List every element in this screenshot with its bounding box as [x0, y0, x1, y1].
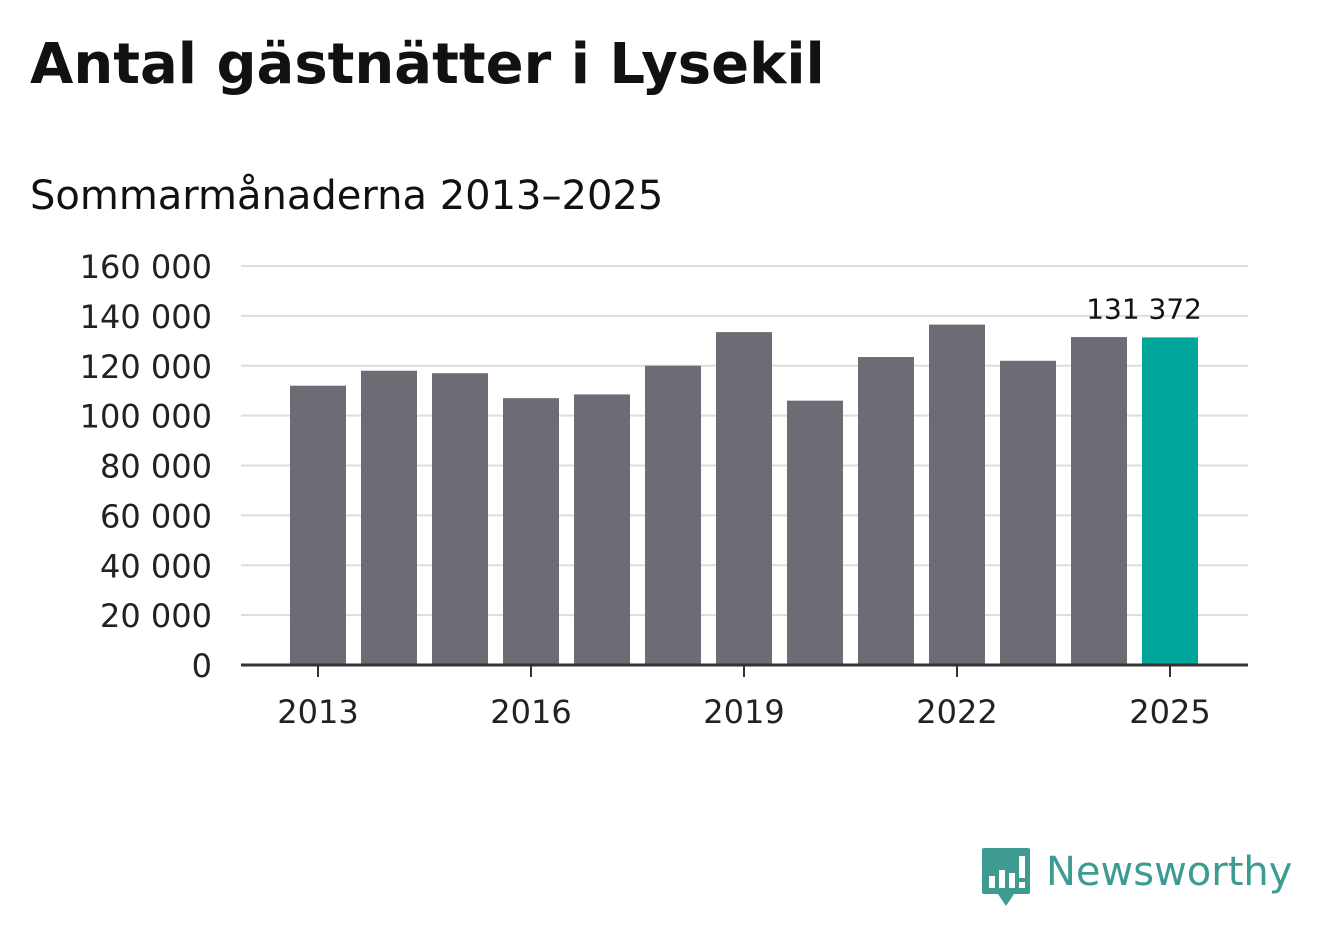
brand: Newsworthy [980, 846, 1292, 910]
bar-2025 [1142, 337, 1198, 665]
y-tick-label: 140 000 [80, 298, 212, 336]
y-axis-ticks: 0 20 000 40 000 60 000 80 000 100 000 120 000 1… [80, 248, 212, 685]
bar-2019 [716, 332, 772, 665]
y-tick-label: 160 000 [80, 248, 212, 286]
data-label: 131 372 [1086, 292, 1202, 325]
bar-2021 [858, 357, 914, 665]
y-tick-label: 60 000 [100, 497, 212, 535]
x-tick-label: 2013 [277, 693, 358, 731]
bar-2016 [503, 398, 559, 665]
y-tick-label: 120 000 [80, 348, 212, 386]
bars [290, 324, 1198, 665]
chart-title: Antal gästnätter i Lysekil [30, 32, 825, 97]
x-tick-label: 2025 [1129, 693, 1210, 731]
bar-2015 [432, 373, 488, 665]
bar-chart: 0 20 000 40 000 60 000 80 000 100 000 120 000 1… [80, 248, 1248, 731]
x-axis-ticks: 2013 2016 2019 2022 2025 [277, 665, 1211, 731]
data-labels: 131 372 [1086, 292, 1202, 325]
newsworthy-logo-icon [982, 848, 1030, 906]
bar-2023 [1000, 360, 1056, 665]
bar-2018 [645, 365, 701, 665]
bar-2014 [361, 370, 417, 665]
x-tick-label: 2022 [916, 693, 997, 731]
x-tick-label: 2019 [703, 693, 784, 731]
y-tick-label: 80 000 [100, 448, 212, 486]
bar-2017 [574, 394, 630, 665]
y-tick-label: 100 000 [80, 398, 212, 436]
bar-2022 [929, 324, 985, 665]
chart-subtitle: Sommarmånaderna 2013–2025 [30, 173, 664, 219]
x-tick-label: 2016 [490, 693, 571, 731]
bar-2020 [787, 400, 843, 665]
brand-name: Newsworthy [1046, 849, 1293, 895]
y-tick-label: 0 [192, 647, 212, 685]
y-tick-label: 40 000 [100, 547, 212, 585]
y-tick-label: 20 000 [100, 597, 212, 635]
bar-2024 [1071, 337, 1127, 665]
bar-2013 [290, 385, 346, 665]
